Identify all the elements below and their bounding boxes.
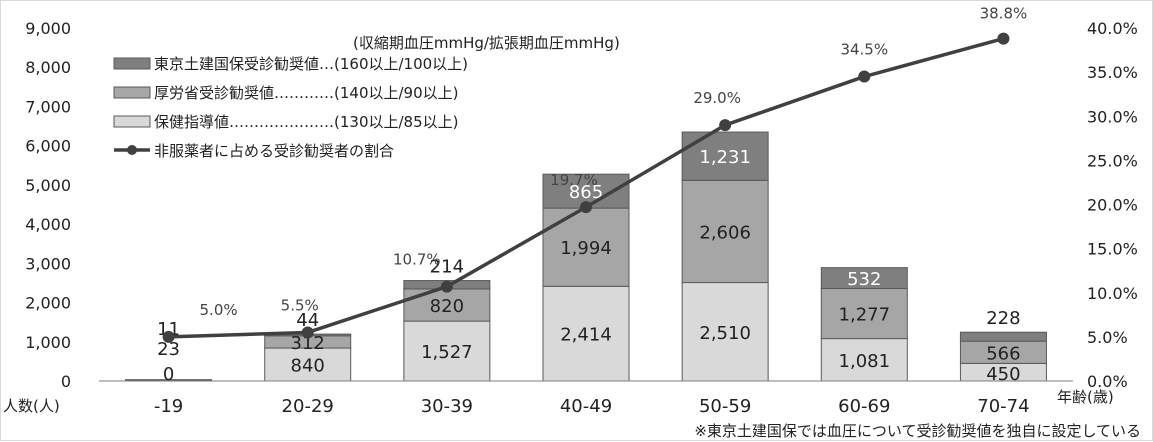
y-tick-label: 4,000 (25, 215, 71, 234)
data-label: 2,606 (699, 222, 751, 243)
y2-tick-label: 5.0% (1087, 328, 1128, 347)
data-label: 840 (291, 356, 325, 377)
x-tick-label: 50-59 (699, 396, 751, 417)
x-tick-label: 60-69 (838, 396, 890, 417)
legend-swatch (114, 116, 150, 127)
legend-line-marker (127, 145, 137, 155)
y-tick-label: 7,000 (25, 97, 71, 116)
footnote: ※東京土建国保では血圧について受診勧奨値を独自に設定している (694, 422, 1141, 440)
y-tick-label: 9,000 (25, 19, 71, 38)
legend-label: 東京土建国保受診勧奨値…(160以上/100以上) (154, 55, 468, 73)
ratio-label: 5.0% (200, 301, 238, 319)
y-tick-label: 0 (61, 372, 71, 391)
legend-swatch (114, 87, 150, 98)
x-tick-label: 20-29 (282, 396, 334, 417)
y2-tick-label: 25.0% (1087, 151, 1138, 170)
ratio-point (441, 281, 453, 293)
y2-tick-label: 10.0% (1087, 284, 1138, 303)
data-label: 566 (986, 343, 1020, 364)
y2-tick-label: 15.0% (1087, 240, 1138, 259)
y-tick-label: 5,000 (25, 176, 71, 195)
data-label: 450 (986, 364, 1020, 385)
x-tick-label: 70-74 (977, 396, 1029, 417)
bar-segment (960, 332, 1046, 341)
data-label: 2,414 (560, 325, 612, 346)
data-label: 228 (986, 308, 1020, 329)
y2-tick-label: 30.0% (1087, 107, 1138, 126)
ratio-point (719, 119, 731, 131)
y2-tick-label: 40.0% (1087, 19, 1138, 38)
data-label: 2,510 (699, 323, 751, 344)
data-label: 1,277 (839, 305, 891, 326)
data-label: 820 (430, 296, 464, 317)
ratio-label: 38.8% (980, 5, 1028, 23)
legend-label: 保健指導値…………………(130以上/85以上) (154, 113, 458, 131)
y-tick-label: 3,000 (25, 254, 71, 273)
ratio-point (580, 201, 592, 213)
ratio-label: 5.5% (281, 296, 319, 314)
x-axis-title: 年齢(歳) (1057, 388, 1114, 406)
y-tick-label: 2,000 (25, 294, 71, 313)
ratio-point (858, 71, 870, 83)
legend-swatch (114, 58, 150, 69)
legend-title: (収縮期血圧mmHg/拡張期血圧mmHg) (353, 34, 620, 52)
data-label: 532 (847, 269, 881, 290)
y-axis-title: 人数(人) (3, 397, 60, 415)
y2-tick-label: 35.0% (1087, 63, 1138, 82)
data-label: 1,231 (699, 147, 751, 168)
data-label: 1,994 (560, 238, 612, 259)
y-tick-label: 6,000 (25, 137, 71, 156)
data-label: 1,527 (421, 342, 473, 363)
ratio-label: 19.7% (550, 171, 598, 189)
legend-label: 非服薬者に占める受診勧奨者の割合 (154, 142, 394, 160)
ratio-point (997, 33, 1009, 45)
y2-tick-label: 20.0% (1087, 196, 1138, 215)
data-label: 0 (163, 364, 174, 385)
ratio-point (163, 331, 175, 343)
data-label: 1,081 (839, 351, 891, 372)
ratio-label: 29.0% (693, 89, 741, 107)
ratio-label: 10.7% (393, 251, 441, 269)
x-tick-label: -19 (154, 396, 183, 417)
legend-label: 厚労省受診勧奨値…………(140以上/90以上) (154, 84, 458, 102)
ratio-point (302, 326, 314, 338)
y-tick-label: 8,000 (25, 58, 71, 77)
ratio-label: 34.5% (840, 41, 888, 59)
y-tick-label: 1,000 (25, 333, 71, 352)
x-tick-label: 40-49 (560, 396, 612, 417)
x-tick-label: 30-39 (421, 396, 473, 417)
